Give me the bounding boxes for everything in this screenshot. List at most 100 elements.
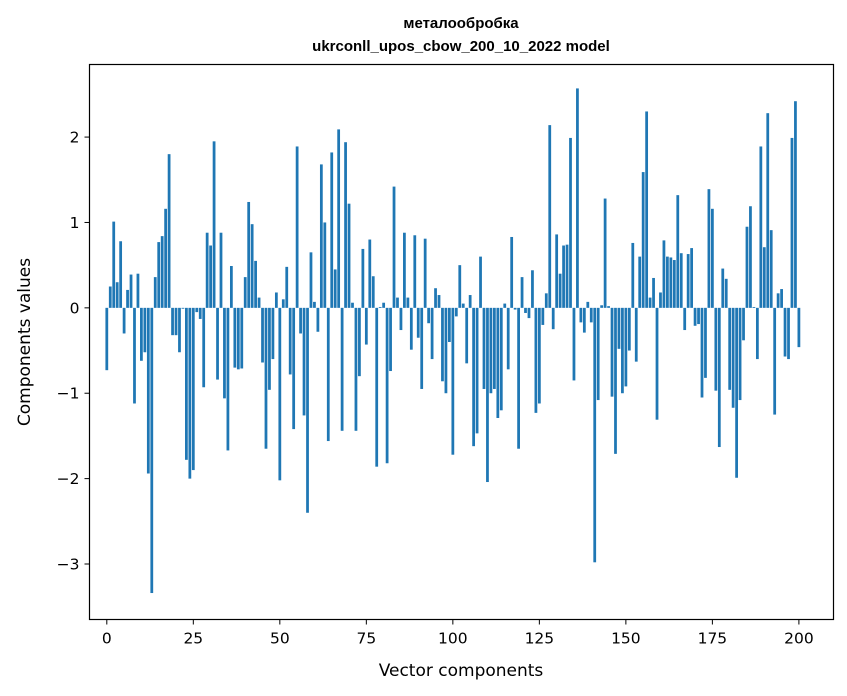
- bar: [396, 297, 399, 308]
- bar: [191, 307, 195, 471]
- bar: [122, 307, 126, 334]
- bar: [281, 299, 285, 308]
- bar: [780, 289, 783, 308]
- bar: [524, 307, 527, 313]
- bar: [486, 307, 489, 483]
- bar: [721, 268, 725, 308]
- x-tick-label: 75: [356, 630, 376, 648]
- bar: [164, 208, 168, 308]
- bar: [797, 307, 801, 348]
- x-tick-label: 50: [270, 630, 290, 648]
- bar: [555, 234, 559, 308]
- plot-frame: [88, 63, 835, 621]
- bar: [582, 307, 586, 333]
- bar: [489, 307, 493, 394]
- bar: [271, 307, 275, 360]
- bar: [589, 307, 593, 323]
- x-axis-ticks: 0 25 50 75 100 125 150 175 200: [102, 619, 814, 648]
- bar: [167, 154, 171, 308]
- bar: [416, 307, 420, 338]
- bar: [766, 113, 770, 308]
- bar: [697, 307, 700, 325]
- x-tick-label: 125: [525, 630, 555, 648]
- bar: [254, 260, 257, 308]
- bar: [693, 307, 697, 326]
- bar: [136, 273, 140, 308]
- bar: [160, 236, 164, 308]
- bar: [728, 307, 732, 390]
- bar: [669, 257, 673, 308]
- bar: [358, 307, 361, 377]
- bar: [645, 111, 649, 308]
- bar: [769, 230, 773, 308]
- bar: [482, 307, 486, 389]
- bar: [378, 306, 382, 308]
- bar: [330, 152, 334, 308]
- bar: [240, 307, 244, 369]
- bar: [724, 278, 728, 308]
- bar: [351, 302, 354, 308]
- bar: [441, 307, 444, 382]
- bar: [174, 307, 178, 336]
- bar: [648, 297, 652, 308]
- bar: [368, 239, 372, 308]
- bar: [634, 307, 638, 362]
- bar: [742, 307, 745, 341]
- bar: [479, 256, 482, 308]
- bar: [704, 307, 707, 378]
- bar: [153, 277, 157, 308]
- bar: [119, 241, 123, 308]
- bar: [229, 266, 233, 308]
- bar: [454, 307, 458, 317]
- bar: [268, 307, 271, 390]
- bar: [437, 295, 441, 308]
- chart-title-line-1: металообробка: [403, 15, 519, 32]
- bar: [319, 164, 323, 308]
- bar: [794, 101, 797, 308]
- bar: [326, 307, 330, 442]
- bar: [787, 307, 790, 360]
- bar: [292, 307, 296, 430]
- bar: [475, 307, 479, 434]
- bar: [243, 277, 247, 308]
- bar: [150, 307, 154, 594]
- bar: [389, 307, 392, 372]
- bar: [638, 256, 642, 308]
- bar: [752, 306, 756, 308]
- bar: [354, 307, 358, 431]
- bar: [108, 286, 112, 308]
- bar: [105, 307, 109, 371]
- bar: [188, 307, 192, 479]
- bar: [340, 307, 344, 431]
- bar: [690, 248, 694, 308]
- y-tick-label: −2: [57, 470, 80, 488]
- bar: [420, 307, 424, 389]
- x-tick-label: 25: [183, 630, 203, 648]
- bar: [655, 307, 659, 420]
- bar: [461, 303, 465, 308]
- bar: [202, 307, 206, 388]
- bar: [257, 297, 261, 308]
- x-tick-label: 0: [102, 630, 112, 648]
- bar: [250, 224, 254, 308]
- bar: [666, 256, 669, 308]
- bar: [790, 137, 794, 308]
- bar: [510, 236, 514, 308]
- bar: [607, 306, 610, 308]
- x-axis-label: Vector components: [379, 661, 544, 681]
- bar: [610, 307, 614, 397]
- bar: [205, 232, 209, 308]
- bar: [558, 273, 562, 308]
- bar: [735, 307, 738, 478]
- bar: [451, 307, 455, 455]
- y-axis-label: Components values: [15, 258, 35, 426]
- bar: [316, 307, 320, 332]
- bar: [572, 307, 576, 381]
- bar: [576, 88, 579, 308]
- bar: [313, 301, 316, 308]
- bar: [198, 307, 202, 319]
- bar: [621, 307, 624, 394]
- bar: [586, 301, 590, 308]
- bar: [306, 307, 309, 513]
